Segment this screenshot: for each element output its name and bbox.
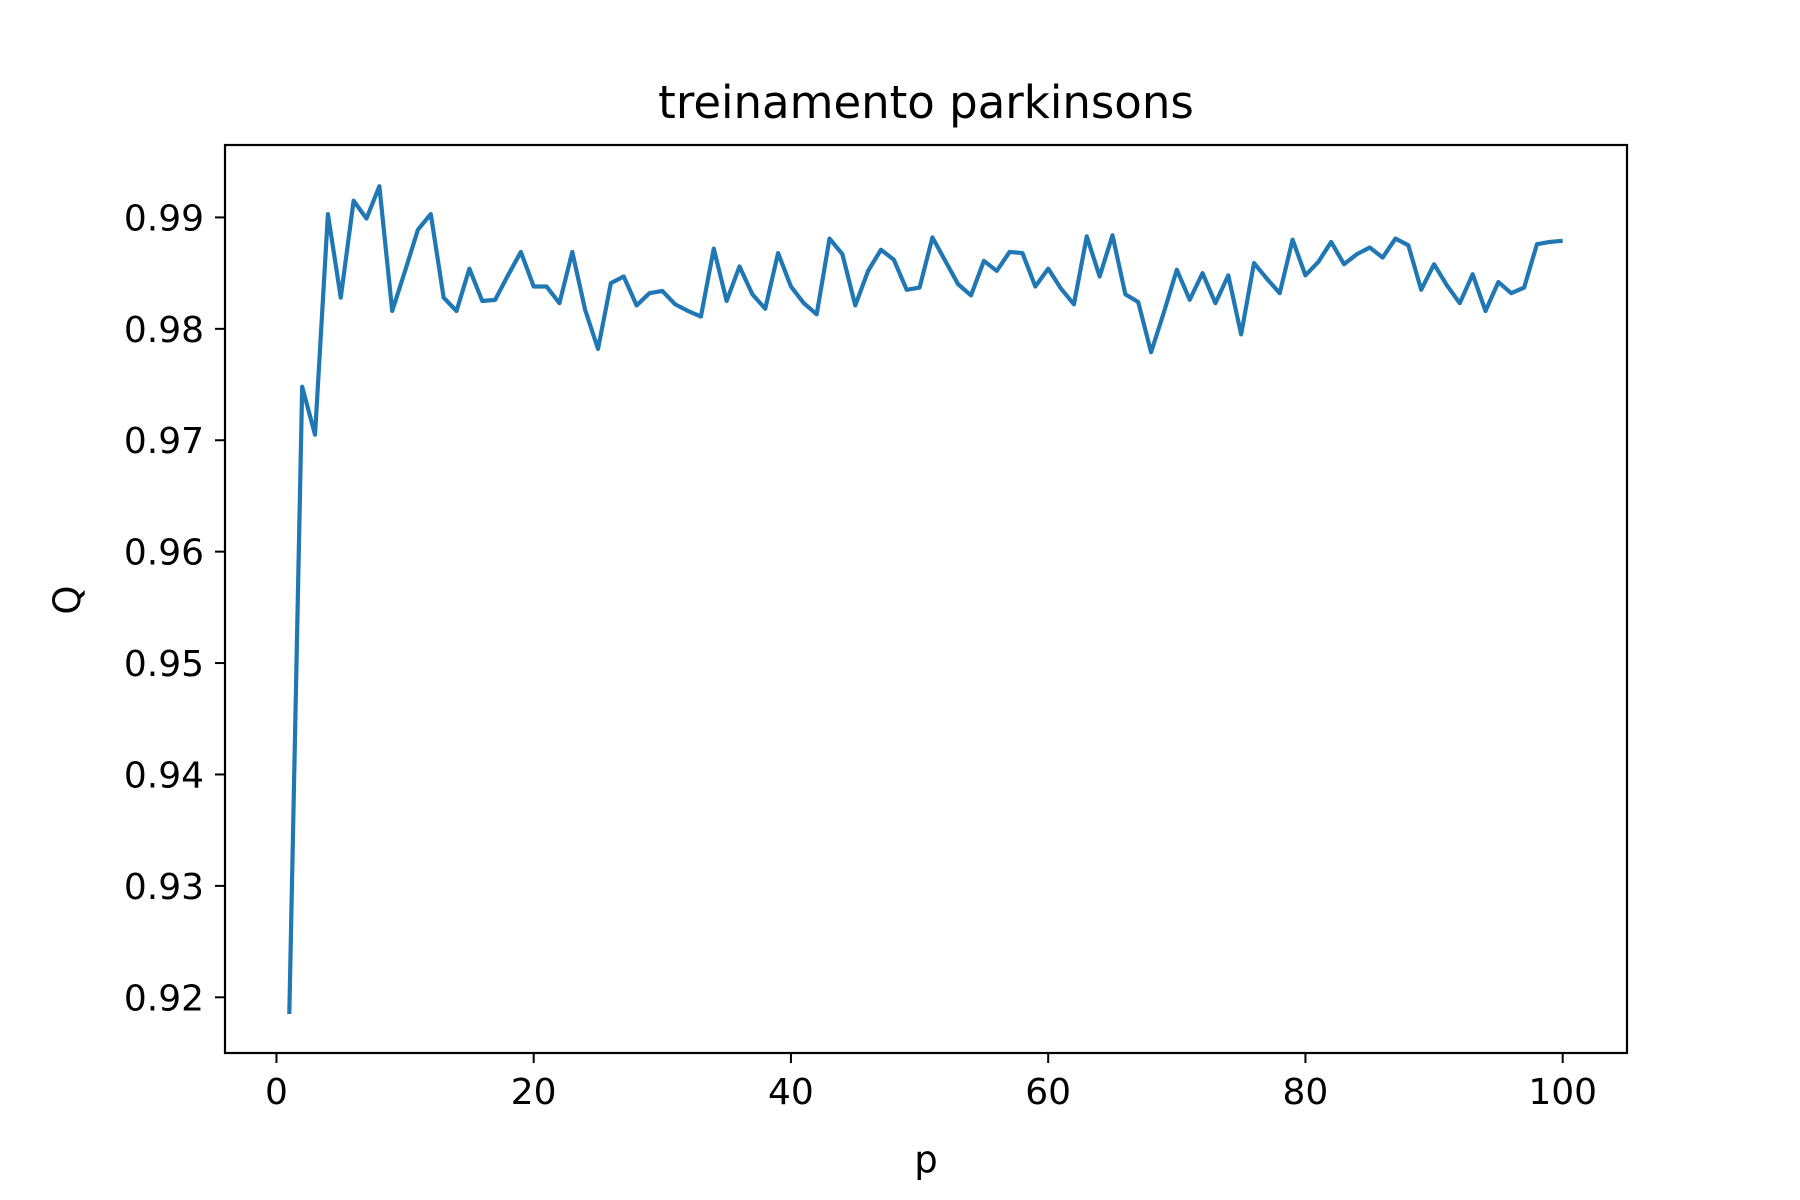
x-axis-label: p	[914, 1138, 938, 1181]
y-axis-label: Q	[46, 585, 89, 614]
x-tick-label: 80	[1283, 1072, 1329, 1113]
chart-title: treinamento parkinsons	[658, 76, 1194, 129]
y-tick-label: 0.96	[124, 533, 204, 574]
x-tick-label: 40	[768, 1072, 814, 1113]
y-tick-label: 0.99	[124, 198, 204, 239]
y-tick-label: 0.92	[124, 978, 204, 1019]
x-tick-label: 60	[1025, 1072, 1071, 1113]
y-tick-label: 0.93	[124, 867, 204, 908]
y-tick-label: 0.97	[124, 421, 204, 462]
x-tick-label: 0	[265, 1072, 288, 1113]
y-tick-label: 0.95	[124, 644, 204, 685]
y-tick-label: 0.98	[124, 310, 204, 351]
y-tick-label: 0.94	[124, 755, 204, 796]
x-axis-ticks: 0 20 40 60 80 100	[265, 1053, 1597, 1113]
y-axis-ticks: 0.92 0.93 0.94 0.95 0.96 0.97 0.98 0.99	[124, 198, 225, 1019]
x-tick-label: 100	[1528, 1072, 1597, 1113]
x-tick-label: 20	[511, 1072, 557, 1113]
plot-area	[287, 184, 1563, 1015]
series-line-1	[287, 184, 1563, 1015]
axes-frame	[223, 143, 1629, 1055]
